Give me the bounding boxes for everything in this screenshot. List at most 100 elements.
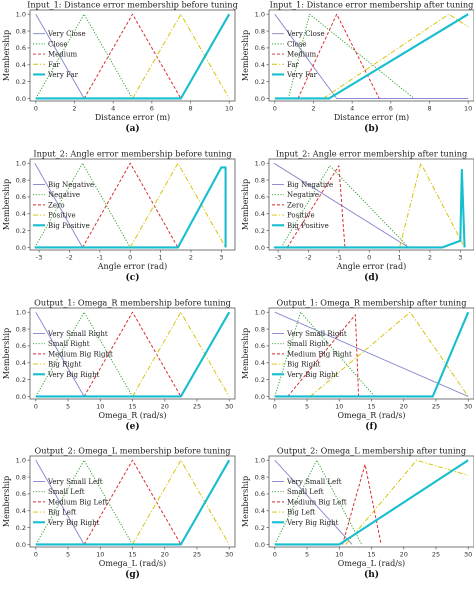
x-tick-label: 6: [389, 105, 393, 113]
legend-entry: Very Small Right: [47, 330, 108, 338]
plot-area: [29, 9, 236, 102]
y-axis-label: Membership: [2, 30, 11, 81]
legend-entry: Medium Big Left: [48, 498, 108, 506]
x-tick-label: 5: [66, 551, 70, 559]
legend-entry: Very Small Right: [286, 330, 347, 338]
x-tick-label: 15: [128, 403, 136, 411]
x-tick-label: 1: [159, 254, 163, 262]
series-line-big-negative: [273, 162, 409, 248]
y-tick-label: 0.8: [255, 176, 265, 184]
chart-title: Output_1: Omega_R membership after tunin…: [277, 298, 467, 308]
y-tick-label: 0.4: [255, 210, 265, 218]
y-tick-label: 0.0: [16, 244, 26, 252]
panel-label: (a): [125, 123, 139, 134]
legend-entry: Positive: [48, 212, 76, 220]
y-tick-label: 0.6: [16, 193, 26, 201]
series-line-medium-big-right: [83, 311, 182, 397]
x-axis-label: Omega_R (rad/s): [337, 411, 405, 420]
legend-entry: Small Right: [287, 340, 329, 348]
chart-panel-f: Output_1: Omega_R membership after tunin…: [241, 298, 474, 432]
x-tick-label: 30: [464, 403, 472, 411]
y-tick-label: 0.4: [255, 61, 265, 69]
chart-panel-e: Output_1: Omega_R membership before tuni…: [2, 298, 236, 432]
y-tick-label: 1.0: [16, 160, 26, 168]
series-line-medium: [83, 13, 182, 99]
chart-panel-g: Output_2: Omega_L membership before tuni…: [2, 446, 236, 580]
y-tick-label: 0.0: [255, 244, 265, 252]
legend-entry: Very Small Left: [286, 478, 342, 486]
y-tick-label: 1.0: [255, 457, 265, 465]
legend-entry: Negative: [48, 191, 80, 199]
x-tick-label: 10: [225, 105, 233, 113]
y-tick-label: 0.2: [16, 78, 26, 86]
series-line-far: [132, 13, 230, 99]
series-line-close: [287, 13, 415, 99]
x-tick-label: 4: [111, 105, 115, 113]
panel-label: (g): [125, 569, 140, 580]
legend-entry: Far: [287, 61, 300, 69]
x-tick-label: 3: [458, 254, 462, 262]
legend: Very Small Left Small Left Medium Big Left…: [33, 478, 108, 527]
legend: Very Small Right Small Right Medium Big Ri…: [33, 330, 113, 379]
x-tick-label: 8: [427, 105, 431, 113]
x-tick-label: 15: [367, 551, 375, 559]
x-tick-label: -1: [97, 254, 103, 262]
legend-entry: Negative: [287, 191, 319, 199]
legend-entry: Positive: [287, 212, 315, 220]
legend-entry: Medium Big Left: [287, 498, 347, 506]
panel-label: (b): [364, 123, 379, 134]
chart-title: Output_2: Omega_L membership after tunin…: [277, 446, 466, 456]
legend-entry: Small Left: [287, 488, 324, 496]
y-axis-label: Membership: [241, 328, 250, 379]
chart-panel-c: Input_2: Angle error membership before t…: [2, 149, 236, 283]
y-tick-label: 0.0: [255, 541, 265, 549]
legend-entry: Small Right: [48, 340, 90, 348]
y-tick-label: 0.2: [255, 78, 265, 86]
y-tick-label: 1.0: [16, 457, 26, 465]
y-tick-label: 0.4: [255, 507, 265, 515]
x-tick-label: 20: [161, 403, 169, 411]
y-tick-label: 0.2: [255, 376, 265, 384]
x-tick-label: 6: [150, 105, 154, 113]
y-tick-label: 0.6: [16, 44, 26, 52]
x-tick-label: 0: [34, 105, 38, 113]
x-tick-label: 0: [273, 551, 277, 559]
y-tick-label: 0.6: [255, 193, 265, 201]
y-axis-label: Membership: [241, 476, 250, 527]
y-tick-label: 1.0: [255, 309, 265, 317]
chart-title: Input_1: Distance error membership befor…: [27, 0, 238, 10]
series-line-negative: [280, 165, 410, 248]
legend-entry: Very Small Left: [47, 478, 103, 486]
legend: Big Negative Negative Zero Positive Big Posi…: [33, 181, 94, 230]
legend-entry: Zero: [287, 201, 304, 209]
x-tick-label: -2: [66, 254, 72, 262]
series-line-medium: [297, 13, 380, 99]
panel-label: (h): [364, 569, 379, 580]
chart-title: Output_1: Omega_R membership before tuni…: [34, 298, 231, 308]
series-line-very-far: [35, 13, 231, 100]
y-tick-label: 1.0: [16, 11, 26, 19]
x-tick-label: -3: [275, 254, 281, 262]
series-line-very-far: [274, 13, 469, 100]
y-tick-label: 0.4: [16, 210, 26, 218]
legend-entry: Big Left: [287, 509, 315, 517]
x-tick-label: 10: [96, 403, 104, 411]
panel-label: (e): [125, 421, 139, 432]
y-tick-label: 0.0: [255, 393, 265, 401]
y-tick-label: 0.8: [255, 325, 265, 333]
x-axis-label: Angle error (rad): [97, 262, 167, 271]
legend-entry: Far: [48, 61, 61, 69]
series-line-zero: [82, 162, 179, 248]
y-tick-label: 1.0: [255, 11, 265, 19]
legend-entry: Very Far: [47, 71, 79, 79]
x-tick-label: 0: [273, 105, 277, 113]
y-tick-label: 0.8: [255, 473, 265, 481]
series-line-very-small-right: [274, 311, 469, 397]
y-tick-label: 0.4: [16, 61, 26, 69]
series-line-zero: [286, 165, 346, 248]
x-tick-label: 25: [193, 403, 201, 411]
chart-title: Input_2: Angle error membership before t…: [33, 149, 231, 159]
x-tick-label: 2: [428, 254, 432, 262]
y-tick-label: 0.6: [255, 342, 265, 350]
